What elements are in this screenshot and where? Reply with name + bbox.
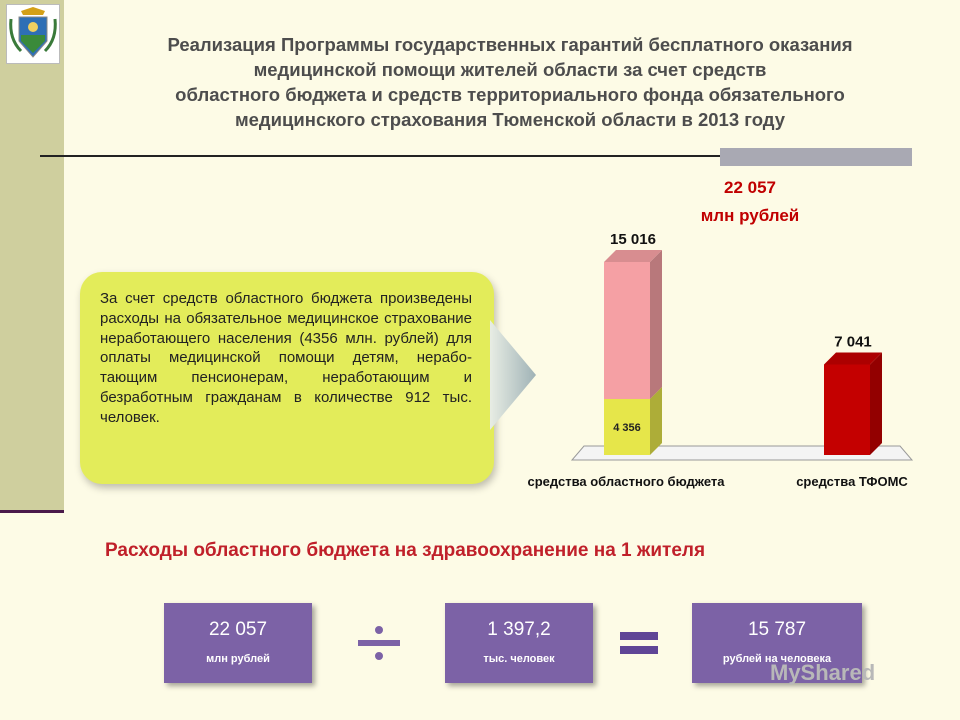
bar-segment [824,364,870,455]
bar-top [824,352,882,365]
budget-value: 22 057 [208,619,268,640]
bar-side [650,250,662,400]
callout-text: За счет средств областного бюджета произ… [100,290,472,426]
per-capita-value: 15 787 [747,619,807,640]
equals-icon [620,632,658,654]
title-line: областного бюджета и средств территориал… [175,84,845,105]
title-line: медицинской помощи жителей области за сч… [253,59,767,80]
section-subtitle: Расходы областного бюджета на здравоохра… [105,540,706,561]
watermark: MyShared [770,660,876,685]
title-line: Реализация Программы государственных гар… [167,34,853,55]
coat-of-arms-emblem [6,4,60,64]
bar-total-label: 15 016 [610,231,656,248]
category-label: средства ТФОМС [796,474,908,489]
bar-side [870,352,882,455]
population-box: 1 397,2 тыс. человек [445,603,593,683]
segment-data-label: 4 356 [613,422,641,434]
category-label: средства областного бюджета [528,474,726,489]
bar-segment [604,399,650,455]
divider-accent [720,148,912,166]
bar-total-label: 7 041 [834,334,872,351]
bar-top [604,250,662,262]
population-value: 1 397,2 [487,619,551,640]
left-decor-line [0,510,64,513]
budget-unit: млн рублей [206,653,270,665]
total-unit: млн рублей [700,206,800,225]
title-line: медицинского страхования Тюменской облас… [234,109,786,130]
per-capita-unit: рублей на человека [722,653,832,665]
title-divider [40,155,912,157]
bar-side [650,387,662,455]
population-unit: тыс. человек [483,653,555,665]
callout-arrow-icon [490,320,536,430]
bar-segment [604,262,650,400]
divide-icon [358,626,400,660]
page-title: Реализация Программы государственных гар… [90,32,930,132]
budget-box: 22 057 млн рублей [164,603,312,683]
left-decor-bar [0,0,64,510]
callout-box [80,272,494,484]
total-value: 22 057 [724,178,776,197]
per-capita-box: 15 787 рублей на человека [692,603,862,683]
